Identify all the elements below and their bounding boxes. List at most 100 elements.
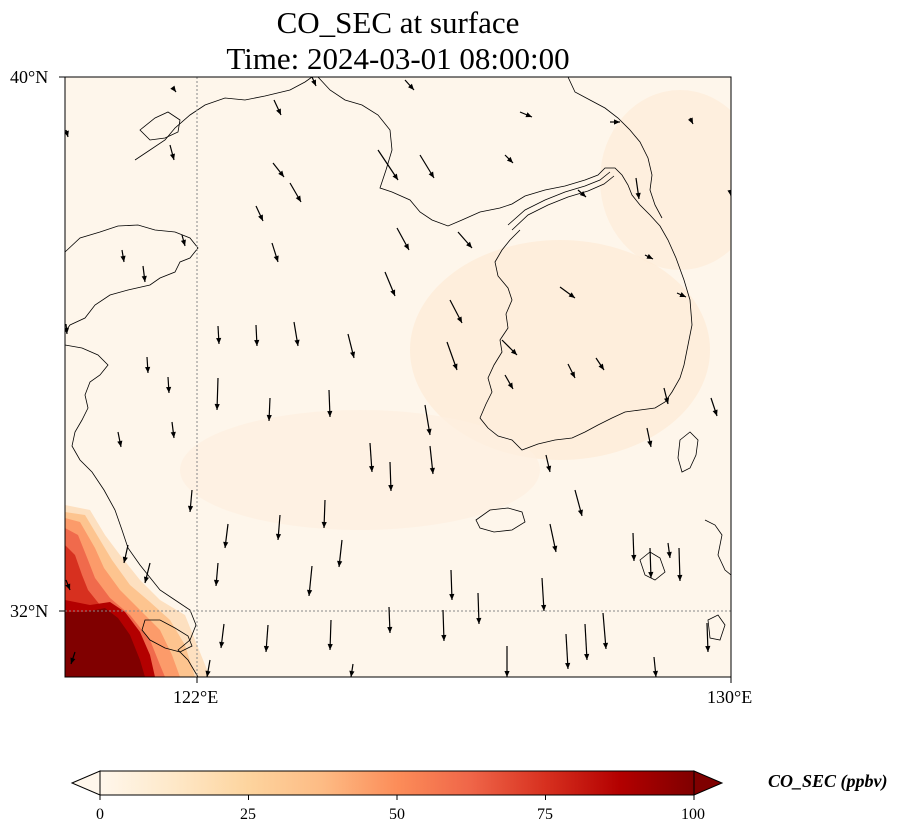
wind-vector-head <box>598 363 604 370</box>
wind-vector-head <box>452 363 458 370</box>
wind-vector <box>602 612 607 650</box>
map-frame <box>64 76 732 678</box>
colorbar-ramp <box>99 770 695 796</box>
wind-vector-head <box>143 576 149 583</box>
wind-vector-head <box>321 521 327 528</box>
wind-vector-head <box>254 339 260 346</box>
colorbar-tick-label-25: 25 <box>240 806 256 823</box>
wind-vector-head <box>294 339 300 346</box>
wind-vector-head <box>216 337 222 344</box>
shandong-peninsula-coast <box>65 224 199 333</box>
koshiki-island <box>707 614 726 641</box>
colorbar <box>70 770 724 800</box>
high-concentration-region <box>65 505 210 677</box>
north-korea-border-line <box>507 171 611 226</box>
wind-vector-head <box>646 253 653 259</box>
wind-vector-head <box>350 351 356 358</box>
wind-vector-head <box>349 670 355 677</box>
wind-vector-head <box>466 241 472 248</box>
wind-vector-head <box>311 79 316 86</box>
wind-vector-head <box>679 292 686 297</box>
wind-vector-head <box>428 171 434 178</box>
north-korea-border-line-2 <box>511 175 615 231</box>
wind-vector-head <box>565 662 571 669</box>
wind-vector-head <box>579 191 586 197</box>
wind-vector-head <box>408 83 414 90</box>
wind-vector-head <box>263 645 270 652</box>
korean-peninsula-coast <box>317 77 693 451</box>
wind-vector-head <box>687 117 693 124</box>
coastlines <box>65 77 731 677</box>
concentration-field-northeast <box>600 90 731 270</box>
map-title-line-2: Time: 2024-03-01 08:00:00 <box>226 41 570 76</box>
wind-vector-head <box>214 403 220 410</box>
wind-vector-head <box>258 214 263 221</box>
wind-vector-head <box>170 85 176 92</box>
wind-vector-head <box>476 617 482 624</box>
kyushu-coast <box>704 519 731 576</box>
colorbar-tick-label-50: 50 <box>389 806 405 823</box>
wind-vector-head <box>205 670 211 677</box>
wind-vector-head <box>568 292 575 298</box>
colorbar-extend-max <box>693 770 724 796</box>
jiangsu-coast <box>65 344 199 677</box>
wind-vector-head <box>327 643 333 650</box>
wind-vector-head <box>727 189 731 196</box>
wind-vector-head <box>145 366 151 373</box>
wind-vector-head <box>170 431 176 438</box>
wind-vector-head <box>614 119 620 125</box>
wind-vector-head <box>705 645 711 652</box>
axis-ticks <box>59 76 732 683</box>
wind-vector-head <box>552 545 558 552</box>
wind-vector-head <box>677 574 683 581</box>
wind-vector-head <box>180 239 186 246</box>
wind-vector-head <box>577 509 583 516</box>
wind-vector-head <box>390 289 396 296</box>
wind-vector-head <box>273 255 279 262</box>
wind-vector-head <box>169 153 175 160</box>
wind-vector-head <box>652 670 658 677</box>
wind-vector-head <box>388 484 394 491</box>
wind-vector-head <box>276 108 281 115</box>
wind-vector-head <box>219 641 225 648</box>
wind-vector-head <box>141 275 147 282</box>
wind-vector-head <box>525 112 532 118</box>
wind-vector-head <box>648 571 654 578</box>
wind-vector-head <box>275 533 282 540</box>
wind-vector-head <box>647 440 653 447</box>
wind-vector-head <box>456 316 462 323</box>
wind-vector-head <box>295 195 301 202</box>
wind-vector-head <box>337 560 343 567</box>
wind-vector-head <box>602 642 609 649</box>
concentration-field-korea <box>410 240 710 460</box>
wind-vector-head <box>569 371 575 378</box>
wind-vector <box>584 623 588 661</box>
wind-vector-head <box>507 382 513 389</box>
colorbar-tick-label-75: 75 <box>537 806 553 823</box>
map-panel <box>65 77 731 677</box>
wind-vector-head <box>631 554 637 561</box>
concentration-field-central <box>180 410 540 530</box>
wind-vector-head <box>213 579 220 586</box>
wind-vector-head <box>65 327 69 334</box>
wind-vector-head <box>429 467 435 474</box>
wind-vector-head <box>266 414 272 421</box>
wind-vector-head <box>278 170 284 177</box>
wind-vector-head <box>426 428 432 435</box>
tsushima-island <box>677 431 699 473</box>
wind-vector-head <box>441 634 447 641</box>
wind-vector-head <box>187 505 194 512</box>
wind-vectors <box>65 77 731 677</box>
wind-vector-head <box>449 593 455 600</box>
wind-vector-head <box>327 410 333 417</box>
wind-vector-head <box>403 243 409 250</box>
map-title-line-1: CO_SEC at surface <box>276 5 520 40</box>
wind-vector <box>377 149 399 181</box>
wind-vector-head <box>65 583 71 590</box>
wind-vector-head <box>506 156 513 163</box>
colorbar-extend-min <box>70 770 101 796</box>
wind-vector-head <box>664 397 670 404</box>
wind-vector-head <box>120 255 126 262</box>
wind-vector-head <box>635 192 641 199</box>
